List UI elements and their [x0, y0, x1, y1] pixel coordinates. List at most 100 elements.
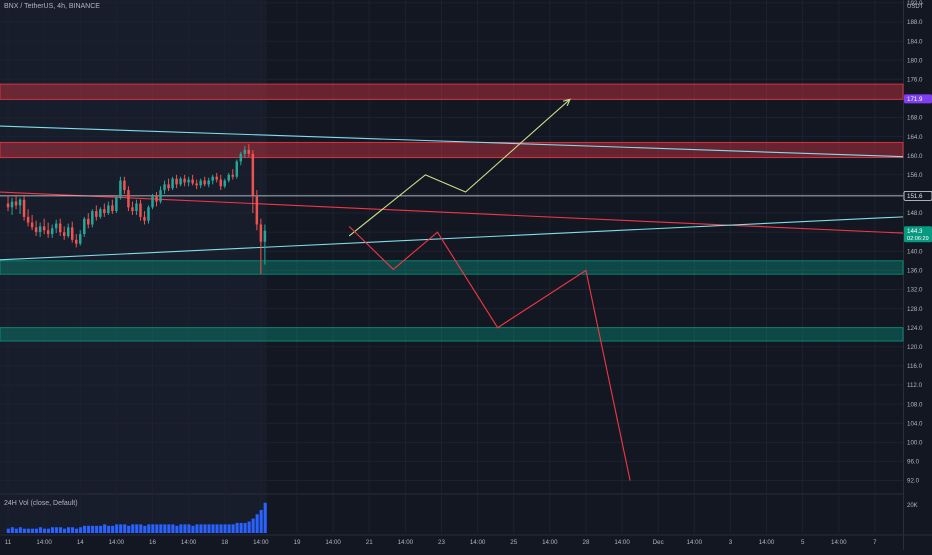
price-badges-layer: 171.9 151.6 144.302:06:29: [903, 94, 932, 243]
x-tick-label: 5: [801, 539, 805, 546]
price-badge-label: 144.3: [907, 228, 923, 235]
candle-body: [30, 222, 34, 228]
candle-body: [10, 201, 14, 208]
volume-bar: [26, 528, 30, 533]
projection-arrowhead: [563, 98, 571, 107]
x-tick-label: 14:00: [831, 539, 847, 546]
trendlines-layer: [0, 125, 904, 261]
volume-bar: [159, 524, 163, 533]
volume-bar: [147, 524, 151, 533]
volume-indicator-label[interactable]: 24H Vol (close, Default): [4, 500, 78, 507]
volume-bar: [99, 525, 103, 533]
candle-body: [14, 201, 18, 206]
candle-body: [167, 184, 170, 189]
bullish-projection: [348, 98, 571, 237]
currency-label[interactable]: USDT: [907, 4, 924, 10]
volume-bar: [34, 528, 38, 533]
x-tick-label: 25: [510, 539, 517, 546]
x-tick-label: 18: [221, 539, 228, 546]
symbol-title[interactable]: BNX / TetherUS, 4h, BINANCE: [4, 3, 100, 10]
x-tick-label: 14:00: [542, 539, 558, 546]
candle-body: [115, 197, 118, 212]
volume-bar: [95, 525, 99, 533]
y-tick-label: 96.0: [907, 459, 920, 466]
x-tick-label: 14:00: [759, 539, 775, 546]
candle-body: [227, 174, 231, 181]
x-tick-label: 14:00: [470, 539, 486, 546]
candle-body: [107, 205, 110, 214]
candle-body: [50, 228, 54, 235]
volume-bar: [171, 524, 175, 533]
candle-body: [239, 153, 243, 162]
volume-bar: [175, 525, 179, 533]
x-tick-label: 14:00: [109, 539, 125, 546]
volume-bar: [54, 527, 59, 533]
red-trendline: [0, 191, 904, 234]
candle-body: [155, 195, 158, 202]
volume-bar: [50, 527, 55, 533]
candle-body: [195, 183, 198, 186]
price-badge: [904, 226, 932, 243]
candle-body: [87, 218, 90, 225]
price-badge: [904, 94, 932, 104]
x-tick-label: 23: [438, 539, 445, 546]
volume-layer: [6, 502, 267, 533]
y-tick-label: 192.0: [907, 0, 923, 7]
resistance-zone: [0, 141, 904, 159]
y-tick-label: 168.0: [907, 115, 923, 122]
candle-body: [235, 161, 239, 177]
candle-body: [211, 176, 214, 181]
volume-bar: [123, 524, 127, 533]
x-tick-label: 14:00: [398, 539, 414, 546]
volume-bar: [70, 527, 75, 533]
volume-bar: [231, 524, 235, 533]
y-tick-label: 120.0: [907, 344, 923, 351]
x-tick-label: 14: [77, 539, 84, 546]
candle-body: [58, 223, 62, 233]
volume-bar: [163, 524, 167, 533]
volume-bar: [10, 527, 14, 533]
candle-body: [119, 180, 122, 198]
y-tick-label: 188.0: [907, 19, 923, 26]
candle-body: [62, 232, 66, 236]
volume-bar: [263, 502, 267, 533]
volume-bar: [143, 525, 147, 533]
candle-body: [34, 227, 38, 233]
zones-layer: [0, 83, 904, 342]
candle-body: [179, 178, 182, 185]
candles-layer: [6, 144, 267, 275]
volume-bar: [223, 524, 227, 533]
volume-bar: [38, 527, 42, 533]
candle-body: [159, 190, 162, 202]
y-tick-label: 180.0: [907, 57, 923, 64]
x-tick-label: 14:00: [181, 539, 197, 546]
candle-body: [263, 230, 267, 242]
candle-body: [163, 184, 166, 191]
y-tick-label: 108.0: [907, 401, 923, 408]
candle-body: [203, 180, 206, 185]
candle-body: [143, 216, 146, 221]
candle-body: [99, 209, 102, 217]
volume-bar: [183, 524, 187, 533]
volume-bar: [259, 509, 263, 533]
volume-bar: [6, 528, 10, 533]
volume-bar: [227, 524, 231, 533]
support-zone: [0, 260, 904, 275]
candle-body: [259, 224, 263, 242]
candle-body: [131, 207, 134, 212]
candle-body: [135, 203, 138, 212]
candle-body: [215, 176, 218, 180]
candle-body: [251, 153, 255, 196]
volume-bar: [167, 524, 171, 533]
candle-body: [103, 209, 106, 214]
y-tick-label: 132.0: [907, 287, 923, 294]
x-tick-label: 16: [149, 539, 156, 546]
x-tick-label: 14:00: [36, 539, 52, 546]
candle-body: [42, 226, 46, 231]
y-tick-label: 100.0: [907, 440, 923, 447]
x-tick-label: 11: [5, 539, 12, 546]
volume-bar: [83, 525, 87, 533]
candle-body: [231, 174, 235, 177]
x-tick-label: 28: [583, 539, 590, 546]
